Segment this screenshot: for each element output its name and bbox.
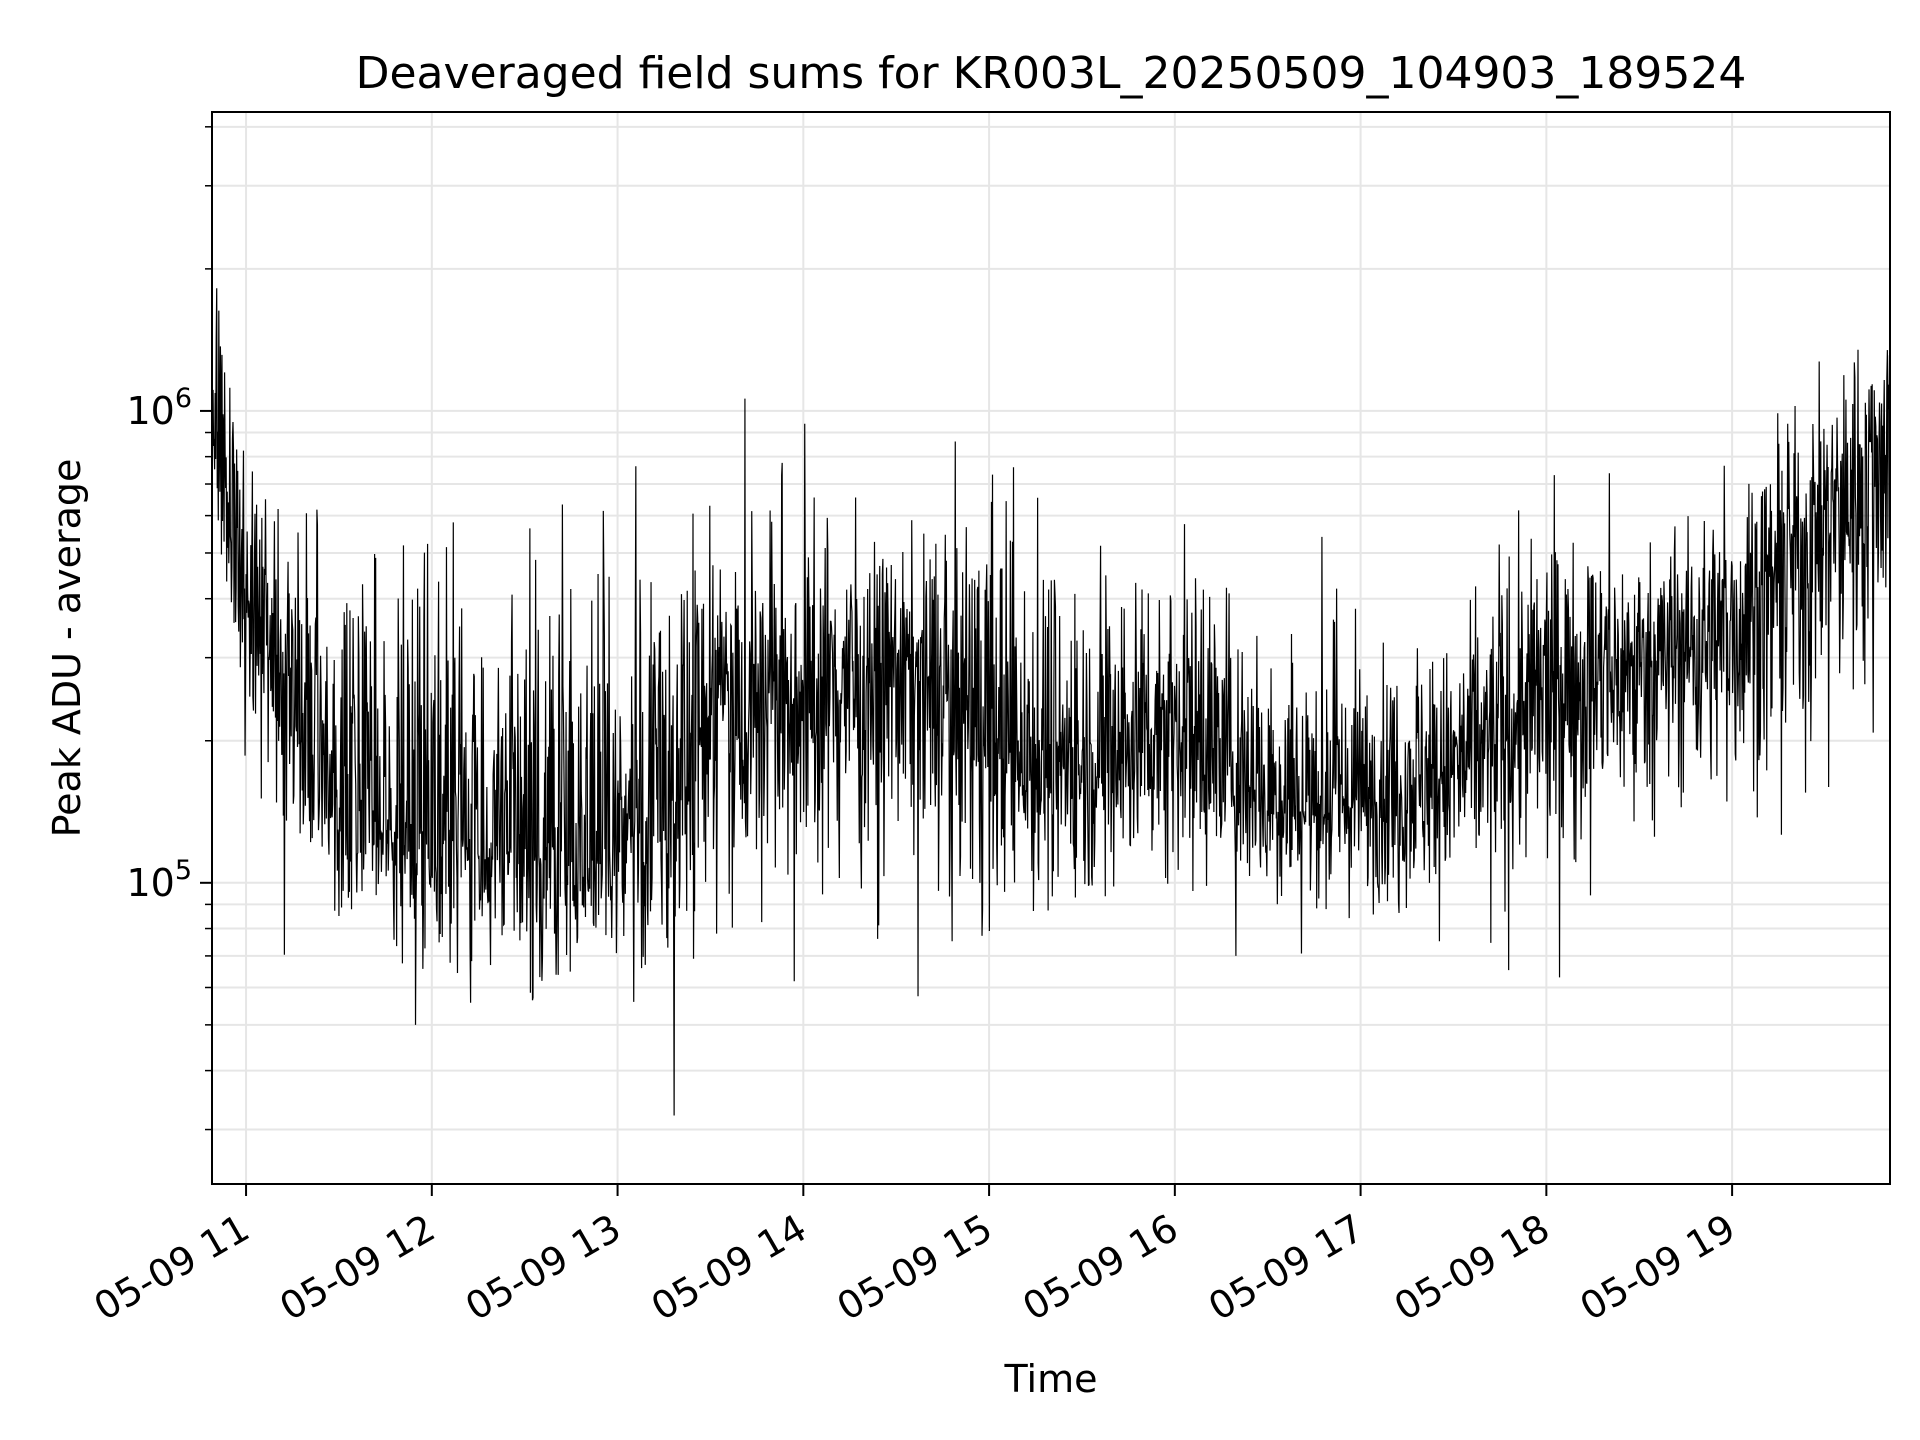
chart-title: Deaveraged field sums for KR003L_2025050… [356,48,1747,99]
series-line [211,288,1891,1116]
plot-frame [211,111,1891,1185]
series-group [211,288,1891,1116]
y-axis-label: Peak ADU - average [45,459,89,838]
x-axis-label: Time [1004,1357,1098,1401]
